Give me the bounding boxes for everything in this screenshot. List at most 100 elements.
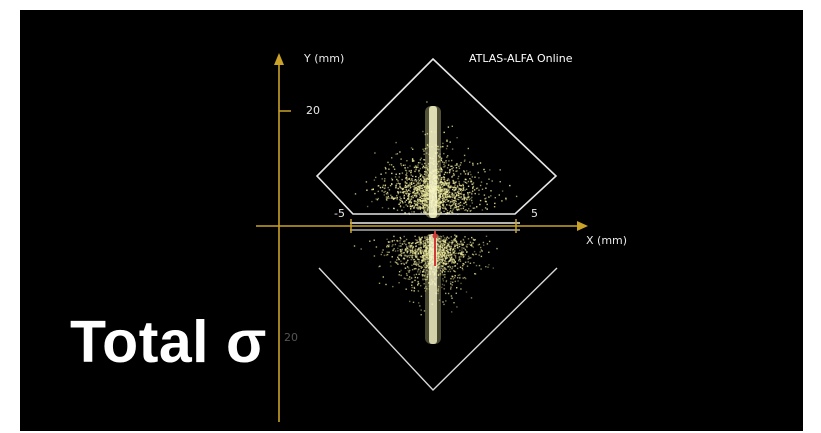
hit-point: [471, 196, 473, 199]
hit-point: [442, 262, 445, 264]
hit-point: [446, 257, 449, 259]
hit-point: [415, 183, 418, 185]
hit-point: [398, 203, 400, 205]
hit-point: [437, 266, 439, 269]
hit-point: [400, 251, 402, 253]
hit-point: [450, 200, 452, 203]
hit-point: [449, 259, 451, 261]
hit-point: [447, 155, 449, 157]
hit-point: [409, 248, 411, 250]
hit-point: [458, 182, 460, 185]
x-axis-label: X (mm): [586, 234, 628, 247]
hit-point: [393, 239, 395, 242]
hit-point: [455, 202, 457, 205]
hit-point: [405, 189, 407, 191]
hit-point: [406, 179, 408, 182]
hit-point: [456, 198, 458, 200]
hit-point: [405, 288, 407, 290]
hit-point: [423, 194, 426, 196]
hit-point: [421, 243, 423, 245]
hit-point: [420, 267, 422, 269]
hit-point: [460, 196, 462, 198]
hit-point: [477, 244, 480, 246]
hit-point: [443, 255, 446, 257]
hit-point: [425, 249, 427, 251]
hit-point: [464, 189, 466, 191]
hit-point: [410, 245, 412, 248]
hit-point: [474, 192, 476, 195]
hit-point: [426, 276, 428, 278]
hit-point: [405, 174, 407, 176]
hit-point: [399, 183, 401, 185]
hit-point: [453, 190, 455, 192]
hit-point: [413, 261, 416, 263]
hit-point: [444, 252, 446, 255]
hit-point: [414, 184, 416, 187]
hit-point: [464, 261, 467, 263]
hit-point: [458, 243, 460, 245]
hit-point: [417, 258, 419, 261]
hit-point: [440, 157, 443, 159]
hit-point: [466, 243, 468, 246]
hit-point: [414, 186, 417, 189]
hit-point: [419, 242, 422, 244]
hit-point: [421, 255, 424, 257]
hit-point: [415, 165, 417, 167]
hit-point: [476, 163, 479, 165]
hit-point: [443, 190, 445, 192]
x-axis-arrow-icon: [577, 221, 588, 231]
hit-point: [396, 195, 398, 197]
hit-point: [390, 164, 393, 166]
hit-point: [471, 193, 473, 195]
hit-point: [420, 253, 422, 255]
hit-point: [402, 188, 405, 190]
hit-point: [439, 254, 442, 256]
hit-point: [391, 183, 393, 185]
hit-point: [420, 200, 422, 202]
hit-point: [393, 248, 395, 250]
hit-point: [448, 212, 450, 214]
hit-point: [444, 260, 446, 262]
hit-point: [437, 171, 440, 173]
hit-point: [354, 193, 357, 195]
upper-core-glow: [425, 106, 441, 218]
hit-point: [398, 245, 400, 247]
hit-point: [442, 182, 444, 184]
hit-point: [473, 239, 475, 241]
hit-point: [400, 250, 403, 252]
hit-point: [481, 209, 484, 211]
hit-point: [448, 246, 451, 249]
hit-point: [437, 182, 439, 184]
hit-point: [396, 198, 398, 201]
hit-point: [448, 189, 450, 191]
hit-point: [459, 258, 461, 261]
hit-point: [381, 190, 383, 192]
hit-point: [444, 242, 447, 244]
hit-point: [408, 198, 410, 200]
hit-point: [456, 252, 458, 254]
hit-point: [420, 195, 422, 198]
hit-point: [417, 208, 419, 210]
hit-point: [418, 248, 420, 250]
hit-point: [470, 173, 472, 176]
hit-point: [466, 197, 468, 199]
hit-point: [451, 259, 453, 261]
hit-point: [408, 178, 410, 180]
red-marker-dot: [432, 233, 438, 239]
hit-point: [454, 265, 457, 267]
hit-point: [423, 250, 425, 252]
hit-point: [422, 246, 425, 248]
hit-point: [407, 250, 409, 253]
hit-point: [406, 256, 408, 258]
hit-point: [381, 178, 383, 180]
hit-point: [445, 263, 447, 265]
hit-point: [386, 253, 389, 256]
hit-point: [405, 277, 407, 280]
hit-point: [450, 288, 452, 290]
hit-point: [446, 139, 448, 141]
hit-point: [413, 160, 415, 162]
hit-point: [414, 260, 417, 262]
hit-point: [438, 186, 440, 189]
hit-point: [443, 284, 445, 286]
hit-point: [441, 261, 443, 264]
